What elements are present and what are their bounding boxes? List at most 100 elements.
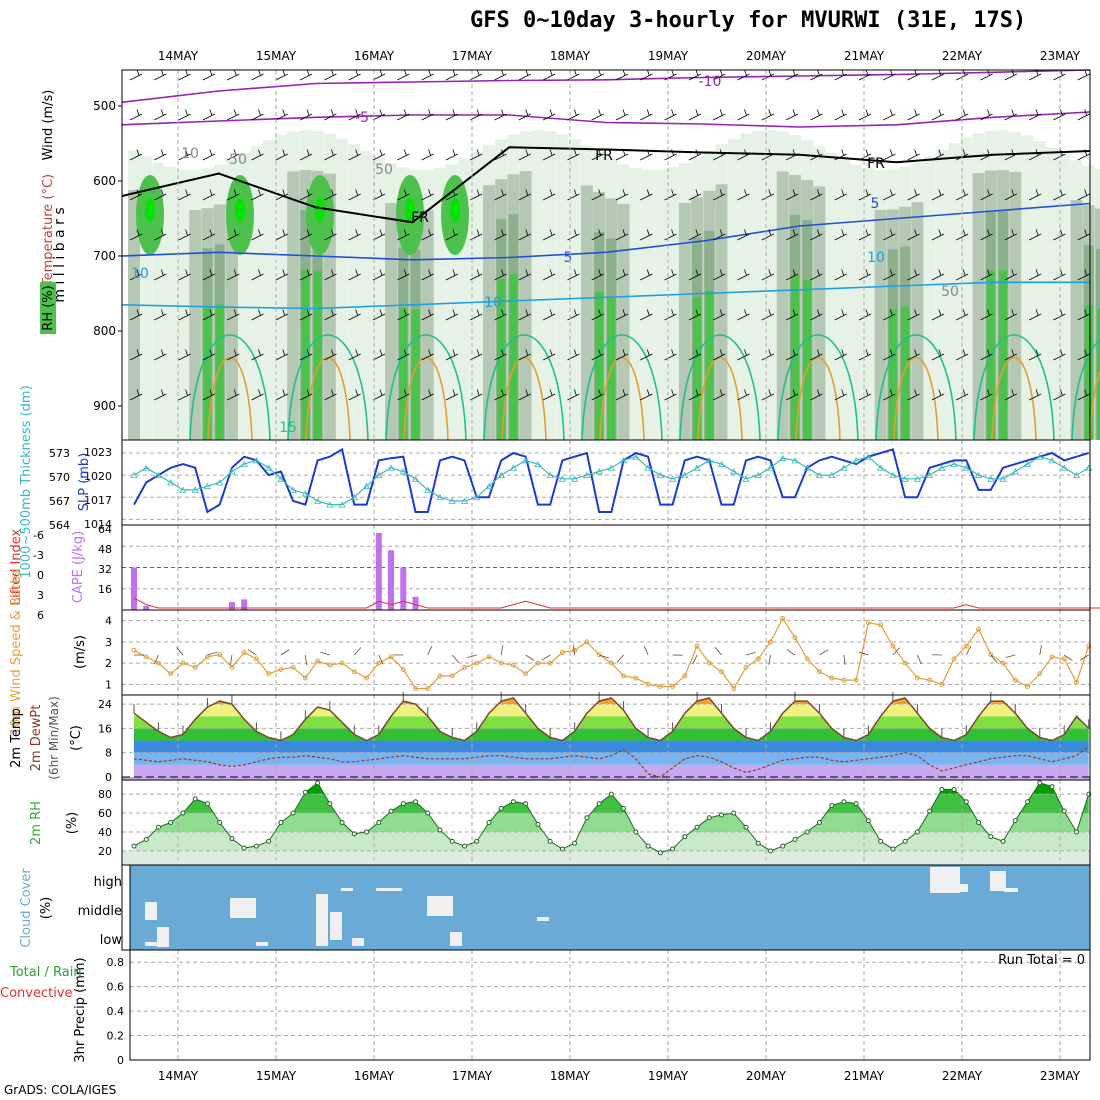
thickness-marker xyxy=(362,482,371,490)
rh2m-marker xyxy=(572,840,578,846)
cape-bar xyxy=(241,599,248,610)
wind-barb xyxy=(713,349,726,361)
wind-barb xyxy=(129,269,143,281)
rh-shade xyxy=(888,309,897,440)
rh-shade xyxy=(911,202,924,440)
wind-barb xyxy=(202,389,216,401)
wind-barb xyxy=(494,189,507,201)
wind-barb-10m xyxy=(819,649,829,656)
wind-barb xyxy=(1028,149,1042,161)
wind-barb xyxy=(1028,269,1042,281)
wind-barb xyxy=(324,309,337,321)
rh-shade xyxy=(215,304,224,440)
thickness-marker xyxy=(864,453,873,460)
wind-barb xyxy=(178,309,191,321)
thickness-line xyxy=(133,456,1090,506)
contour-label: FR xyxy=(411,210,429,226)
wind-barb xyxy=(129,309,143,321)
thickness-marker xyxy=(215,479,224,486)
thickness-marker xyxy=(742,475,750,482)
rh-shade xyxy=(360,151,373,440)
rh-shade xyxy=(336,138,349,440)
wind-barb xyxy=(129,149,143,161)
wind-barb xyxy=(567,269,580,281)
thickness-marker xyxy=(1036,453,1044,460)
rh2m-marker xyxy=(241,845,247,851)
cloud-unit: (%) xyxy=(39,897,54,920)
wind-barb xyxy=(1004,389,1017,401)
wind-speed-marker xyxy=(143,654,149,660)
date-label-bottom: 21MAY xyxy=(844,1069,885,1083)
rh-shade xyxy=(176,169,189,440)
wind-barb xyxy=(858,349,872,361)
thickness-marker xyxy=(803,464,811,471)
wind-barb xyxy=(567,309,580,321)
wind-barb xyxy=(494,109,507,121)
wind-speed-marker xyxy=(131,647,137,653)
wind-barb xyxy=(251,309,264,321)
wind-barb xyxy=(299,349,313,361)
cloud-cell xyxy=(376,888,402,891)
isotherm-10 xyxy=(121,281,1090,310)
rh-tick-label: 40 xyxy=(98,826,112,839)
wind-barb xyxy=(810,349,823,361)
rh2m-marker xyxy=(890,846,896,852)
isotherm-15 xyxy=(581,334,663,441)
date-label-top: 17MAY xyxy=(452,49,493,63)
contour-label: 10 xyxy=(131,266,149,282)
temp-band xyxy=(134,704,1089,717)
run-total-label: Run Total = 0 xyxy=(998,953,1085,968)
rh-tick-label: 20 xyxy=(98,845,112,858)
wind-barb xyxy=(299,149,313,161)
wind-speed-marker xyxy=(327,662,333,668)
date-label-top: 22MAY xyxy=(942,49,983,63)
rh2m-marker xyxy=(290,810,296,816)
wind-barb xyxy=(129,349,143,361)
wind-barb xyxy=(372,109,386,121)
rh2m-marker xyxy=(670,846,676,852)
wind-barb xyxy=(397,109,410,121)
wind-barb xyxy=(275,109,288,121)
wind-barb xyxy=(372,309,386,321)
wind-barb xyxy=(542,269,556,281)
wind-barb xyxy=(542,229,556,241)
wind-barb xyxy=(810,109,823,121)
thickness-marker xyxy=(203,482,212,490)
wind-barb xyxy=(713,149,726,161)
rh2m-marker xyxy=(266,838,272,844)
isotherm-5 xyxy=(121,202,1091,261)
rh-shade xyxy=(262,139,275,440)
wind-barb xyxy=(761,269,774,281)
rh-shade xyxy=(235,198,245,222)
wind-barb xyxy=(348,229,361,241)
cloud-cell xyxy=(537,917,549,921)
rh2m-marker xyxy=(302,789,308,795)
wind-barb xyxy=(858,309,872,321)
wind-tick-label: 3 xyxy=(105,636,112,649)
thickness-tick-label: 570 xyxy=(49,471,70,484)
wind-barb xyxy=(348,309,361,321)
thickness-marker xyxy=(570,475,579,482)
wind-speed-marker xyxy=(927,677,933,683)
thickness-tick-label: 573 xyxy=(49,447,70,460)
wind-barb xyxy=(931,229,945,241)
wind-barb xyxy=(445,349,459,361)
wind-barb xyxy=(154,389,167,401)
wind-barb xyxy=(372,229,386,241)
cape-tick-label: 48 xyxy=(98,543,112,556)
thickness-marker xyxy=(289,486,297,493)
minmax-ylabel: (6hr Min/Max) xyxy=(47,696,61,780)
wind-barb xyxy=(129,189,143,201)
thickness-marker xyxy=(179,486,187,493)
wind-barb xyxy=(980,149,993,161)
rh-shade xyxy=(803,280,812,440)
wind-barb xyxy=(421,349,434,361)
slp-line xyxy=(133,447,1089,514)
thickness-marker xyxy=(815,471,824,479)
wind-barb xyxy=(397,309,410,321)
rh2m-marker xyxy=(731,810,737,816)
wind-barb xyxy=(664,349,677,361)
cloud-ylabel: Cloud Cover xyxy=(19,868,34,948)
wind-barb xyxy=(980,109,993,121)
wind-barb xyxy=(1004,229,1017,241)
